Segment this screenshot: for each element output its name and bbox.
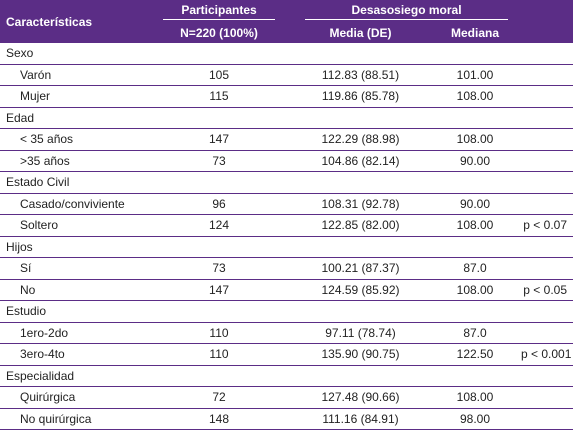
- group-label: Hijos: [0, 236, 573, 258]
- row-label: 1ero-2do: [0, 322, 146, 344]
- row-median: 98.00: [429, 408, 522, 430]
- row-n: 147: [146, 128, 292, 151]
- row-p-value: p < 0.05: [521, 279, 573, 301]
- row-median: 90.00: [429, 150, 522, 172]
- table-row: >35 años 73 104.86 (82.14) 90.00: [0, 150, 573, 172]
- row-mean: 112.83 (88.51): [292, 64, 429, 86]
- row-n: 72: [146, 386, 292, 409]
- row-n: 147: [146, 279, 292, 301]
- table-row: 1ero-2do 110 97.11 (78.74) 87.0: [0, 322, 573, 344]
- table-row: Soltero 124 122.85 (82.00) 108.00 p < 0.07: [0, 214, 573, 237]
- group-row: Estudio: [0, 300, 573, 323]
- row-mean: 119.86 (85.78): [292, 85, 429, 108]
- group-row: Edad: [0, 107, 573, 129]
- header-empty-2: [521, 22, 573, 43]
- table-row: Casado/conviviente 96 108.31 (92.78) 90.00: [0, 193, 573, 215]
- row-mean: 111.16 (84.91): [292, 408, 429, 430]
- header-moral-distress-label: Desasosiego moral: [305, 3, 508, 20]
- row-p-value: [521, 128, 573, 151]
- group-label: Sexo: [0, 43, 573, 65]
- row-n: 115: [146, 85, 292, 108]
- table-row: Mujer 115 119.86 (85.78) 108.00: [0, 85, 573, 108]
- row-median: 101.00: [429, 64, 522, 86]
- row-label: Varón: [0, 64, 146, 86]
- table-body: Sexo Varón 105 112.83 (88.51) 101.00 Mujer 115…: [0, 43, 573, 430]
- row-p-value: p < 0.07: [521, 214, 573, 237]
- header-mean: Media (DE): [329, 25, 392, 40]
- row-p-value: p < 0.001: [521, 343, 573, 366]
- row-label: No: [0, 279, 146, 301]
- row-n: 124: [146, 214, 292, 237]
- row-label: < 35 años: [0, 128, 146, 151]
- table-row: Sí 73 100.21 (87.37) 87.0: [0, 257, 573, 280]
- header-participants: Participantes: [146, 0, 292, 22]
- row-n: 73: [146, 257, 292, 280]
- table-row: 3ero-4to 110 135.90 (90.75) 122.50 p < 0.001: [0, 343, 573, 366]
- row-median: 108.00: [429, 386, 522, 409]
- row-p-value: [521, 85, 573, 108]
- group-label: Edad: [0, 107, 573, 129]
- row-median: 87.0: [429, 257, 522, 280]
- row-n: 105: [146, 64, 292, 86]
- row-p-value: [521, 193, 573, 215]
- table-row: Varón 105 112.83 (88.51) 101.00: [0, 64, 573, 86]
- row-n: 96: [146, 193, 292, 215]
- row-median: 90.00: [429, 193, 522, 215]
- header-moral-distress: Desasosiego moral: [292, 0, 521, 22]
- row-mean: 124.59 (85.92): [292, 279, 429, 301]
- header-empty: [521, 0, 573, 22]
- row-n: 73: [146, 150, 292, 172]
- row-label: Casado/conviviente: [0, 193, 146, 215]
- row-mean: 97.11 (78.74): [292, 322, 429, 344]
- row-label: 3ero-4to: [0, 343, 146, 366]
- row-p-value: [521, 150, 573, 172]
- row-median: 108.00: [429, 85, 522, 108]
- row-label: Soltero: [0, 214, 146, 237]
- row-mean: 108.31 (92.78): [292, 193, 429, 215]
- row-n: 110: [146, 322, 292, 344]
- row-n: 148: [146, 408, 292, 430]
- row-median: 108.00: [429, 279, 522, 301]
- header-row-1: Características Participantes Desasosieg…: [0, 0, 573, 29]
- group-label: Estudio: [0, 300, 573, 323]
- group-row: Hijos: [0, 236, 573, 258]
- row-p-value: [521, 64, 573, 86]
- row-median: 108.00: [429, 128, 522, 151]
- group-label: Estado Civil: [0, 171, 573, 194]
- row-label: Sí: [0, 257, 146, 280]
- header-characteristics: Características: [6, 14, 93, 29]
- table-row: < 35 años 147 122.29 (88.98) 108.00: [0, 128, 573, 151]
- row-p-value: [521, 257, 573, 280]
- header-median: Mediana: [451, 25, 500, 40]
- row-label: >35 años: [0, 150, 146, 172]
- row-p-value: [521, 408, 573, 430]
- row-mean: 135.90 (90.75): [292, 343, 429, 366]
- table-row: No 147 124.59 (85.92) 108.00 p < 0.05: [0, 279, 573, 301]
- row-label: No quirúrgica: [0, 408, 146, 430]
- group-label: Especialidad: [0, 365, 573, 387]
- row-mean: 122.85 (82.00): [292, 214, 429, 237]
- row-median: 108.00: [429, 214, 522, 237]
- row-n: 110: [146, 343, 292, 366]
- table-row: Quirúrgica 72 127.48 (90.66) 108.00: [0, 386, 573, 409]
- row-mean: 122.29 (88.98): [292, 128, 429, 151]
- row-median: 87.0: [429, 322, 522, 344]
- group-row: Especialidad: [0, 365, 573, 387]
- row-p-value: [521, 322, 573, 344]
- header-participants-sub: N=220 (100%): [180, 25, 258, 40]
- row-mean: 127.48 (90.66): [292, 386, 429, 409]
- table-row: No quirúrgica 148 111.16 (84.91) 98.00: [0, 408, 573, 430]
- group-row: Sexo: [0, 43, 573, 65]
- row-median: 122.50: [429, 343, 522, 366]
- row-mean: 100.21 (87.37): [292, 257, 429, 280]
- header-participants-label: Participantes: [163, 3, 275, 20]
- group-row: Estado Civil: [0, 171, 573, 194]
- row-label: Quirúrgica: [0, 386, 146, 409]
- row-mean: 104.86 (82.14): [292, 150, 429, 172]
- row-p-value: [521, 386, 573, 409]
- row-label: Mujer: [0, 85, 146, 108]
